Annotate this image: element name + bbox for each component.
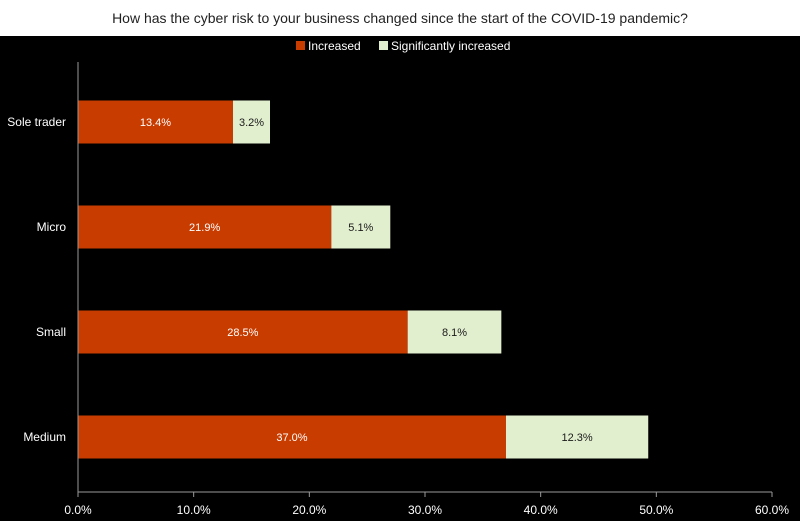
bar-significantly-increased-micro (331, 205, 391, 249)
data-label: 5.1% (348, 222, 373, 234)
category-label: Micro (37, 220, 67, 234)
chart-title-bar: How has the cyber risk to your business … (0, 0, 800, 36)
data-label: 21.9% (189, 222, 220, 234)
bar-increased-sole-trader (78, 100, 233, 144)
x-tick-label: 30.0% (408, 503, 442, 517)
legend-label: Significantly increased (391, 39, 510, 53)
data-label: 37.0% (276, 432, 307, 444)
bar-increased-medium (78, 415, 506, 459)
legend-swatch-significantly-increased (379, 41, 388, 50)
bar-significantly-increased-medium (505, 415, 649, 459)
x-tick-label: 40.0% (524, 503, 558, 517)
x-tick-label: 50.0% (639, 503, 673, 517)
data-label: 13.4% (140, 117, 171, 129)
x-tick-label: 60.0% (755, 503, 789, 517)
legend-swatch-increased (296, 41, 305, 50)
data-label: 12.3% (562, 432, 593, 444)
x-tick-label: 0.0% (64, 503, 92, 517)
bar-increased-micro (78, 205, 332, 249)
category-label: Sole trader (7, 115, 66, 129)
category-label: Small (36, 325, 66, 339)
data-label: 8.1% (442, 327, 467, 339)
bar-significantly-increased-small (407, 310, 502, 354)
chart-title: How has the cyber risk to your business … (112, 10, 688, 26)
x-tick-label: 10.0% (177, 503, 211, 517)
bar-significantly-increased-sole-trader (232, 100, 271, 144)
data-label: 28.5% (227, 327, 258, 339)
category-label: Medium (23, 430, 66, 444)
bar-increased-small (78, 310, 408, 354)
data-label: 3.2% (239, 117, 264, 129)
x-tick-label: 20.0% (292, 503, 326, 517)
legend-label: Increased (308, 39, 361, 53)
